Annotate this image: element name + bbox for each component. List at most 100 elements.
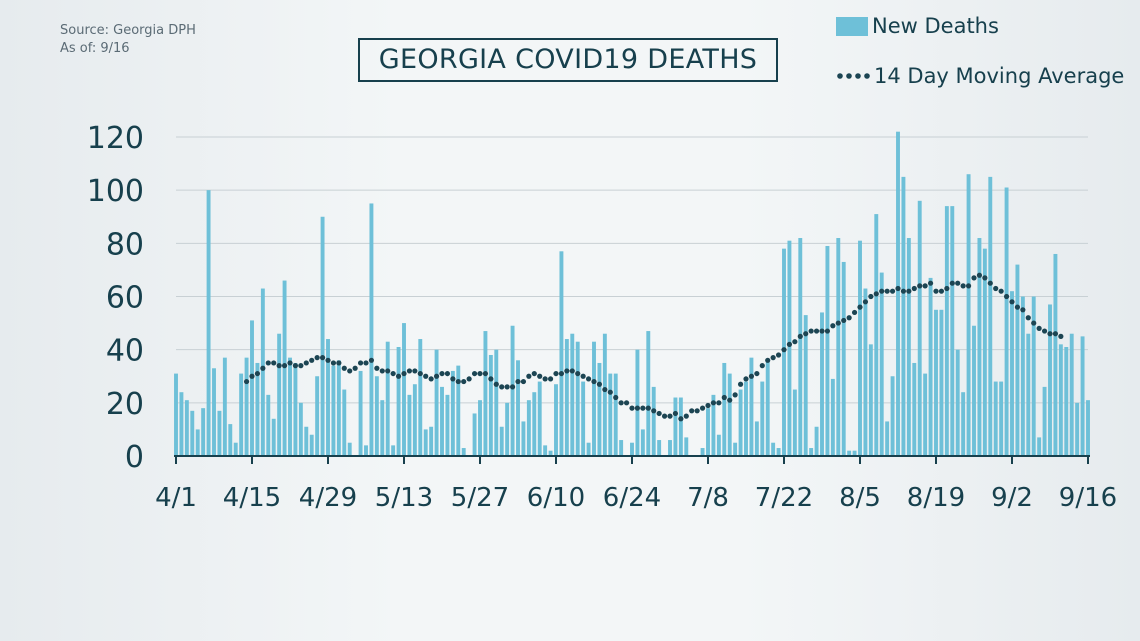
bar <box>1075 402 1080 456</box>
x-tick-label: 9/2 <box>991 483 1033 513</box>
avg-point <box>466 376 472 382</box>
avg-point <box>352 365 358 371</box>
avg-point <box>336 360 342 366</box>
bar <box>852 450 857 456</box>
avg-point <box>705 402 711 409</box>
avg-point <box>754 370 760 377</box>
bar <box>955 349 960 456</box>
bar <box>228 424 233 456</box>
bar <box>597 362 602 456</box>
avg-point <box>618 400 624 406</box>
bar <box>917 200 922 456</box>
bar <box>966 174 971 456</box>
avg-point <box>385 368 391 374</box>
avg-point <box>395 373 402 379</box>
bar <box>206 190 211 456</box>
avg-point <box>835 320 841 326</box>
bar <box>309 434 314 456</box>
avg-point <box>564 368 570 374</box>
bar <box>456 365 461 456</box>
avg-point <box>591 378 597 385</box>
bar <box>646 331 651 456</box>
bar <box>678 397 683 456</box>
avg-point <box>602 386 608 393</box>
source-line: Source: Georgia DPH <box>60 23 196 38</box>
avg-point <box>699 405 706 411</box>
avg-point <box>640 405 646 411</box>
bar <box>423 429 428 456</box>
bar <box>890 376 895 456</box>
avg-point <box>830 323 836 329</box>
bar <box>700 448 705 456</box>
avg-point <box>781 347 787 353</box>
avg-point <box>493 381 499 387</box>
bar <box>885 421 890 456</box>
y-tick-label: 80 <box>106 227 144 262</box>
bar <box>716 434 721 456</box>
bar <box>830 378 835 456</box>
bar <box>347 442 352 456</box>
avg-point <box>1025 315 1031 321</box>
bar <box>1086 400 1090 456</box>
avg-point <box>982 275 988 281</box>
avg-point <box>341 365 347 371</box>
avg-point <box>330 360 337 366</box>
avg-point <box>1003 293 1010 300</box>
bar <box>765 360 770 456</box>
avg-point <box>499 384 505 390</box>
avg-point <box>759 363 765 369</box>
avg-point <box>401 370 407 377</box>
avg-point <box>879 288 885 294</box>
bar <box>244 357 249 456</box>
avg-point <box>683 413 689 419</box>
bar <box>434 349 439 456</box>
avg-point <box>993 285 999 292</box>
avg-point <box>471 370 478 377</box>
avg-point <box>428 376 434 382</box>
avg-point <box>433 373 440 379</box>
avg-point <box>634 405 641 411</box>
avg-point <box>841 317 847 324</box>
avg-point <box>933 288 939 294</box>
bar <box>711 394 716 456</box>
bar <box>836 238 841 456</box>
avg-point <box>569 368 575 374</box>
avg-point <box>1036 325 1042 331</box>
avg-point <box>1014 304 1021 310</box>
avg-point <box>645 405 651 411</box>
x-tick-label: 9/16 <box>1059 483 1117 513</box>
bar <box>586 442 591 456</box>
avg-point <box>260 365 266 371</box>
avg-point <box>1020 307 1026 313</box>
bar <box>358 370 363 456</box>
bar <box>260 288 265 456</box>
avg-point <box>520 378 527 385</box>
avg-point <box>281 363 288 369</box>
bar <box>776 448 781 456</box>
bar <box>1064 347 1069 456</box>
avg-point <box>721 394 727 401</box>
bar <box>277 333 282 456</box>
avg-point <box>900 288 907 294</box>
avg-point <box>656 410 662 417</box>
bar <box>809 448 814 456</box>
avg-point <box>406 368 413 374</box>
avg-point <box>868 293 874 300</box>
avg-point <box>357 360 364 366</box>
avg-point <box>998 288 1004 294</box>
avg-point <box>949 280 955 286</box>
bar <box>537 381 542 456</box>
avg-point <box>710 400 717 406</box>
avg-point <box>884 288 890 294</box>
avg-point <box>938 288 945 294</box>
bar <box>320 216 325 456</box>
avg-point <box>319 355 326 361</box>
avg-point <box>629 405 635 411</box>
bar <box>396 347 401 456</box>
avg-point <box>607 389 613 395</box>
avg-point <box>249 373 255 379</box>
bar <box>630 442 634 456</box>
bar <box>222 357 227 456</box>
avg-point <box>889 288 896 294</box>
bar <box>928 277 933 456</box>
